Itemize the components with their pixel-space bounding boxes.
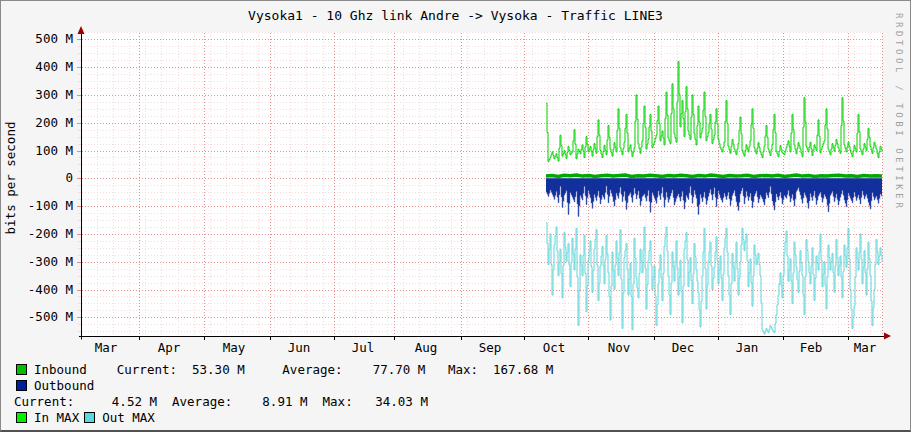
y-tick-label: 200 M — [35, 115, 73, 130]
y-tick-label: 400 M — [35, 59, 73, 74]
x-tick-label: Mar — [95, 340, 118, 355]
y-tick-label: 500 M — [35, 31, 73, 46]
x-tick-label: May — [223, 340, 246, 355]
x-tick-label: Apr — [158, 340, 181, 355]
x-tick-label: Jul — [352, 340, 375, 355]
series-inbound — [546, 175, 882, 176]
x-axis-arrow — [884, 333, 891, 340]
y-axis-arrow — [78, 26, 85, 34]
x-tick-label: Dec — [672, 340, 695, 355]
x-tick-label: Jun — [288, 340, 311, 355]
x-tick-label: Feb — [800, 340, 823, 355]
y-tick-label: 0 — [65, 170, 73, 185]
rrdtool-watermark: RRDTOOL / TOBI OETIKER — [894, 13, 904, 211]
x-tick-label: Aug — [415, 340, 438, 355]
y-axis-title: bits per second — [3, 122, 18, 235]
x-tick-label: Mar — [854, 340, 877, 355]
x-tick-label: Nov — [608, 340, 631, 355]
rrdtool-graph-image: Vysoka1 - 10 Ghz link Andre -> Vysoka - … — [0, 0, 911, 432]
outbound-swatch — [16, 380, 27, 391]
x-tick-label: Sep — [479, 340, 502, 355]
outbound-stats-text: Current: 4.52 M Average: 8.91 M Max: 34.… — [14, 395, 428, 408]
legend-row-max: In MAX Out MAX — [16, 411, 155, 424]
inbound-legend-text: Inbound Current: 53.30 M Average: 77.70 … — [34, 363, 553, 376]
y-tick-label: -300 M — [28, 254, 73, 269]
out-max-legend-text: Out MAX — [102, 411, 155, 424]
y-tick-label: 300 M — [35, 87, 73, 102]
y-tick-label: -100 M — [28, 198, 73, 213]
out-max-swatch — [84, 412, 95, 423]
legend-row-inbound: Inbound Current: 53.30 M Average: 77.70 … — [16, 363, 553, 376]
in-max-legend-text: In MAX — [34, 411, 79, 424]
legend-row-outbound-stats: Current: 4.52 M Average: 8.91 M Max: 34.… — [14, 395, 428, 408]
inbound-swatch — [16, 364, 27, 375]
y-tick-label: -500 M — [28, 309, 73, 324]
y-tick-label: -200 M — [28, 226, 73, 241]
y-tick-label: -400 M — [28, 282, 73, 297]
x-tick-label: Oct — [543, 340, 566, 355]
legend-row-outbound: Outbound — [16, 379, 94, 392]
y-tick-label: 100 M — [35, 143, 73, 158]
outbound-legend-text: Outbound — [34, 379, 94, 392]
in-max-swatch — [16, 412, 27, 423]
x-tick-label: Jan — [736, 340, 759, 355]
